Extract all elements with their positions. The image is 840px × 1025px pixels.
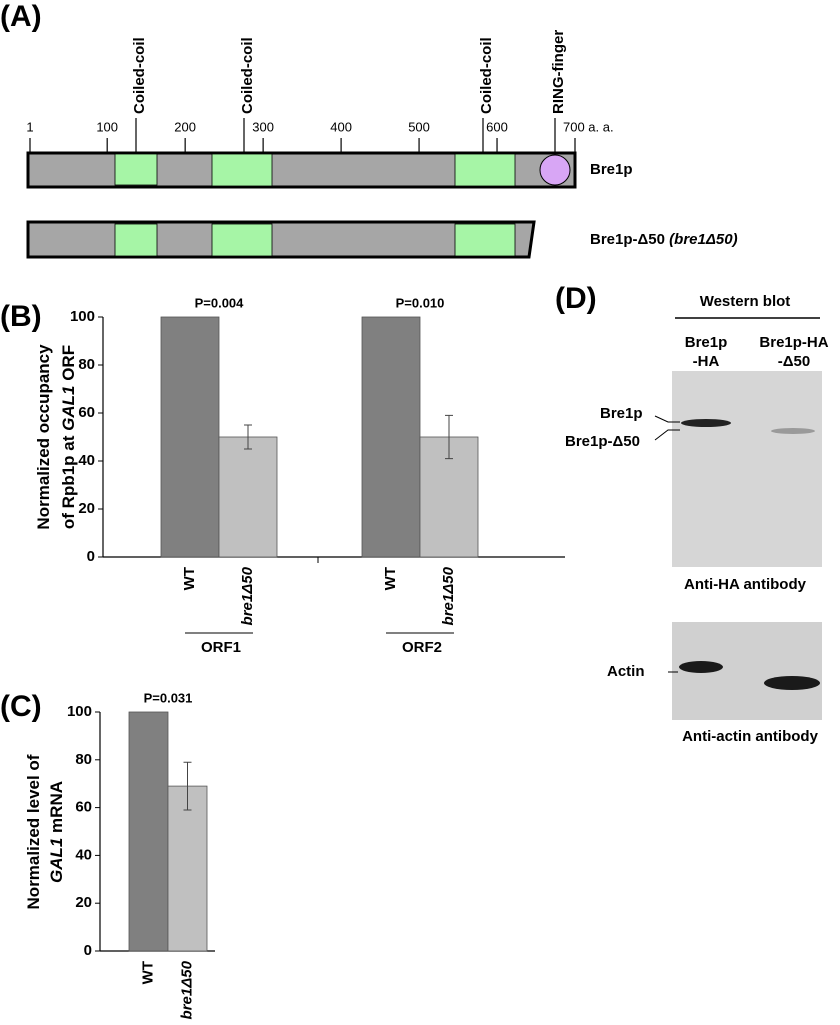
coiled-coil (454, 223, 516, 257)
y-axis-label-line: GAL1 mRNA (47, 781, 66, 883)
protein-name: Bre1p-Δ50 (590, 231, 665, 248)
blot-image (672, 371, 822, 567)
y-axis-label-line: Normalized occupancy (34, 344, 53, 530)
label-part: GAL1 (59, 386, 78, 431)
error-bar (244, 424, 252, 450)
band (679, 661, 723, 673)
band-label: Bre1p (600, 405, 643, 422)
panel-label: (A) (0, 0, 42, 33)
lane-label: Bre1p-HA (759, 334, 828, 351)
x-tick-label: WT (382, 567, 399, 590)
lane-label: Bre1p (685, 334, 728, 351)
protein-label: Bre1p-Δ50 (bre1Δ50) (590, 231, 738, 248)
blot-caption: Anti-HA antibody (684, 576, 807, 593)
y-axis-label-line: Normalized level of (24, 754, 43, 909)
domain-label: Coiled-coil (131, 37, 148, 114)
group-label: ORF1 (201, 639, 241, 656)
y-axis-label-line: of Rpb1p at GAL1 ORF (59, 345, 78, 529)
ruler-tick-label: 400 (330, 119, 352, 134)
domain-label: RING-finger (550, 30, 567, 114)
protein-bre1p: Bre1p (26, 151, 633, 189)
band (681, 419, 731, 427)
bar (128, 711, 169, 952)
label-part: GAL1 (47, 838, 66, 883)
band (764, 676, 820, 690)
method-label: Western blot (700, 293, 791, 310)
label-part: Normalized level of (24, 754, 43, 909)
bar (361, 316, 421, 558)
domain-label: Coiled-coil (478, 37, 495, 114)
lane-label: -HA (693, 353, 720, 370)
y-tick-label: 0 (84, 942, 92, 959)
ruler-tick-label: 600 (486, 119, 508, 134)
domain-label: Coiled-coil (239, 37, 256, 114)
bar (218, 436, 278, 558)
y-tick-label: 20 (75, 894, 92, 911)
error-bar (445, 414, 453, 460)
domain-labels: Coiled-coil Coiled-coil Coiled-coil RING… (131, 30, 567, 114)
y-tick-label: 80 (78, 356, 95, 373)
ruler: 1 100 200 300 400 500 600 700 a. a. (26, 119, 614, 153)
ruler-tick-label: 700 a. a. (563, 119, 614, 134)
y-tick-label: 80 (75, 751, 92, 768)
y-tick-label: 60 (78, 404, 95, 421)
y-tick-label: 40 (78, 452, 95, 469)
y-tick-label: 100 (67, 703, 92, 720)
label-part: Normalized occupancy (34, 344, 53, 530)
panel-label: (C) (0, 690, 42, 723)
coiled-coil (211, 153, 273, 187)
x-tick-label: bre1Δ50 (440, 566, 457, 625)
x-tick-label: bre1Δ50 (239, 566, 256, 625)
panel-label: (D) (555, 282, 597, 315)
bar (167, 785, 208, 952)
y-tick-label: 40 (75, 846, 92, 863)
coiled-coil (114, 153, 158, 186)
x-tick-label: WT (139, 961, 156, 984)
bar (160, 316, 220, 558)
y-tick-label: 100 (70, 308, 95, 325)
x-tick-label: bre1Δ50 (178, 960, 195, 1019)
ruler-tick-label: 500 (408, 119, 430, 134)
error-bar (183, 761, 192, 811)
allele: (bre1Δ50) (669, 231, 737, 248)
coiled-coil (454, 153, 516, 187)
p-value: P=0.031 (144, 690, 193, 705)
y-tick-label: 0 (87, 548, 95, 565)
band (771, 428, 815, 434)
x-tick-label: WT (181, 567, 198, 590)
ruler-tick-label: 100 (96, 119, 118, 134)
y-tick-label: 60 (75, 799, 92, 816)
band-label: Bre1p-Δ50 (565, 433, 640, 450)
protein-name: Bre1p (590, 161, 633, 178)
coiled-coil (114, 223, 158, 257)
label-part: ORF (59, 345, 78, 381)
lane-label: -Δ50 (778, 353, 810, 370)
blot-caption: Anti-actin antibody (682, 728, 818, 745)
ruler-tick-label: 1 (26, 119, 33, 134)
ruler-tick-label: 200 (174, 119, 196, 134)
y-tick-label: 20 (78, 500, 95, 517)
ruler-tick-label: 300 (252, 119, 274, 134)
domain-pointers (135, 118, 556, 155)
label-part: of Rpb1p at (59, 435, 78, 529)
band-label: Actin (607, 663, 645, 680)
group-label: ORF2 (402, 639, 442, 656)
p-value: P=0.010 (396, 295, 445, 310)
band-pointer (654, 415, 680, 441)
ring-finger (539, 154, 571, 186)
coiled-coil (211, 223, 273, 257)
protein-bre1p-d50: Bre1p-Δ50 (bre1Δ50) (26, 220, 738, 259)
label-part: mRNA (47, 781, 66, 833)
p-value: P=0.004 (195, 295, 245, 310)
panel-label: (B) (0, 300, 42, 333)
